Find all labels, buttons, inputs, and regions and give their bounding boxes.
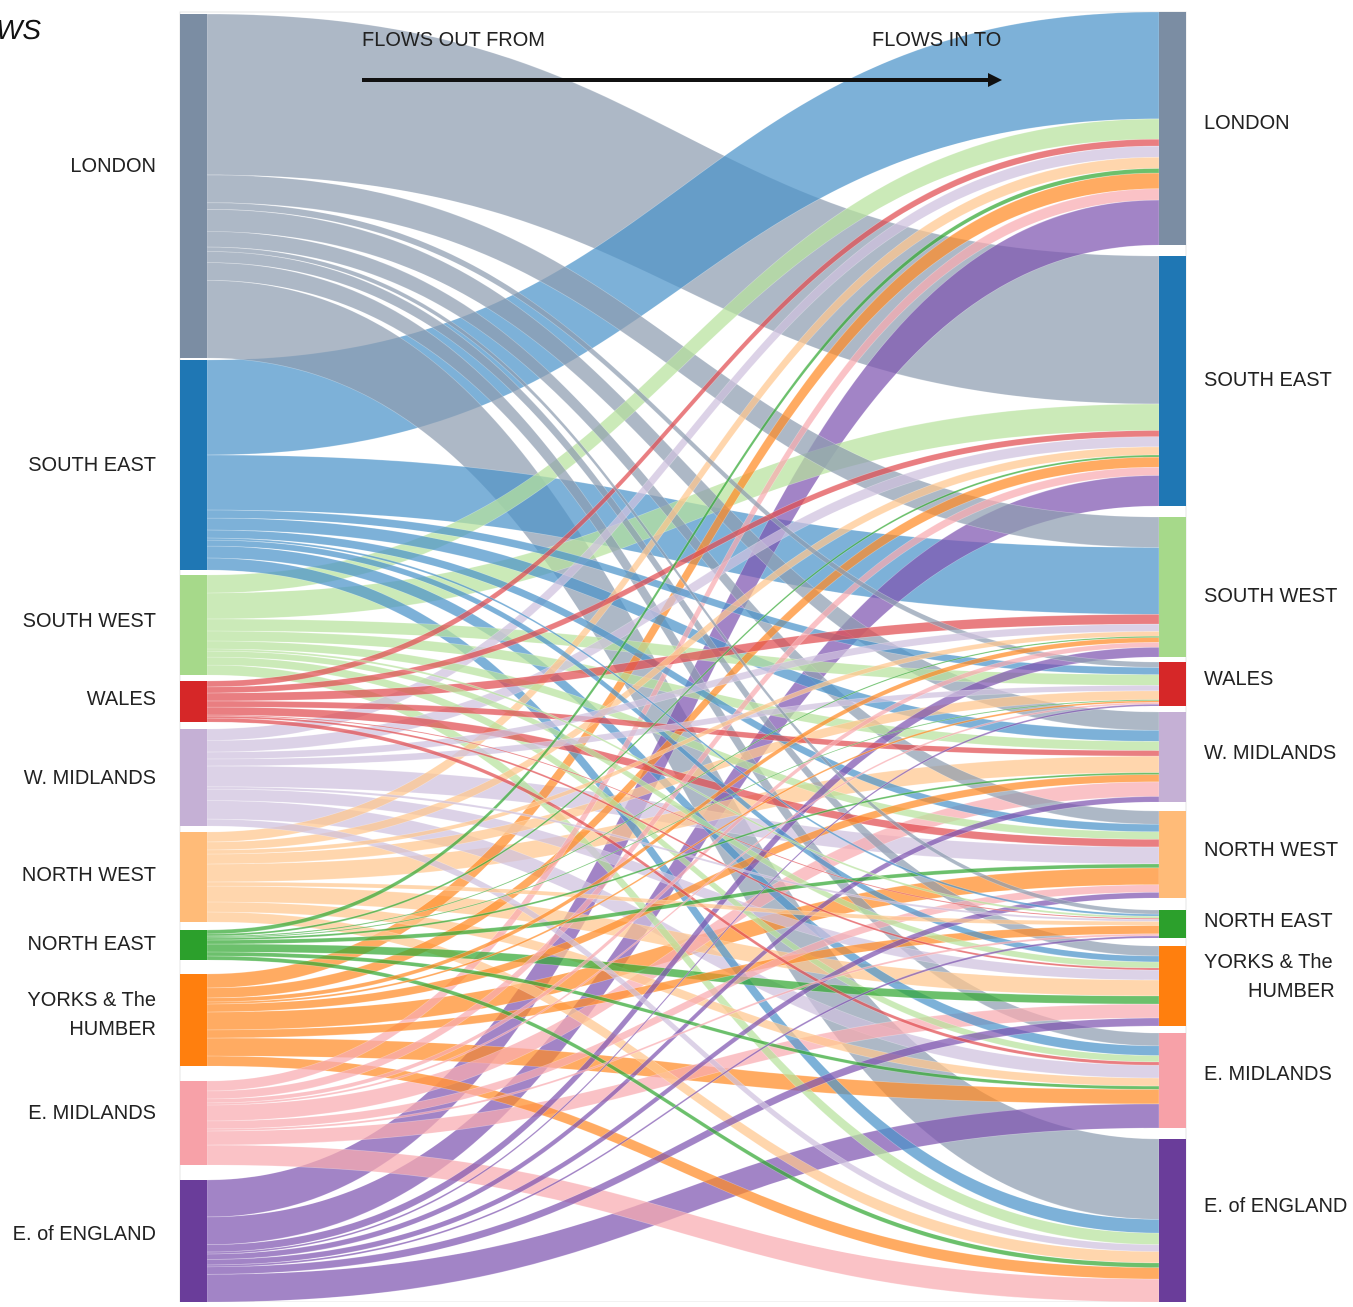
right-label-south-east: SOUTH EAST bbox=[1204, 369, 1332, 391]
left-label-north-east: NORTH EAST bbox=[27, 933, 156, 955]
flow-bands bbox=[206, 11, 1160, 1303]
left-node-south-west bbox=[180, 575, 207, 675]
right-label-yorks-line2: HUMBER bbox=[1248, 980, 1335, 1002]
left-label-north-west: NORTH WEST bbox=[21, 864, 156, 886]
right-node-north-east bbox=[1159, 910, 1186, 938]
title-fragment: WS bbox=[0, 14, 42, 45]
right-node-south-east bbox=[1159, 256, 1186, 506]
right-label-wales: WALES bbox=[1204, 668, 1274, 690]
left-label-wales: WALES bbox=[86, 688, 156, 710]
right-node-e-midlands bbox=[1159, 1033, 1186, 1128]
left-label-yorks-line2: HUMBER bbox=[69, 1018, 156, 1040]
left-node-e-of-england bbox=[180, 1180, 207, 1302]
right-label-south-west: SOUTH WEST bbox=[1204, 585, 1338, 607]
left-label-yorks-line1: YORKS & The bbox=[27, 989, 156, 1011]
left-node-yorks-the-humber bbox=[180, 974, 207, 1066]
left-node-south-east bbox=[180, 360, 207, 570]
left-label-south-east: SOUTH EAST bbox=[28, 454, 156, 476]
left-label-london: LONDON bbox=[70, 155, 156, 177]
left-label-w-midlands: W. MIDLANDS bbox=[23, 767, 156, 789]
right-label-north-east: NORTH EAST bbox=[1204, 910, 1333, 932]
right-label-e-midlands: E. MIDLANDS bbox=[1204, 1063, 1332, 1085]
right-node-yorks-the-humber bbox=[1159, 946, 1186, 1026]
right-label-north-west: NORTH WEST bbox=[1204, 839, 1339, 861]
right-node-w-midlands bbox=[1159, 712, 1186, 802]
flows-in-label: FLOWS IN TO bbox=[872, 29, 1002, 51]
right-node-london bbox=[1159, 12, 1186, 245]
left-label-e-of-england: E. of ENGLAND bbox=[12, 1223, 156, 1245]
node-bars bbox=[180, 12, 1186, 1302]
right-label-e-of-england: E. of ENGLAND bbox=[1204, 1195, 1348, 1217]
left-label-south-west: SOUTH WEST bbox=[22, 610, 156, 632]
left-node-north-west bbox=[180, 832, 207, 922]
flows-out-label: FLOWS OUT FROM bbox=[362, 29, 545, 51]
right-label-yorks-line1: YORKS & The bbox=[1204, 951, 1333, 973]
right-label-w-midlands: W. MIDLANDS bbox=[1204, 742, 1337, 764]
right-label-london: LONDON bbox=[1204, 112, 1290, 134]
left-node-north-east bbox=[180, 930, 207, 960]
direction-arrow bbox=[362, 73, 1002, 87]
right-node-south-west bbox=[1159, 517, 1186, 657]
right-node-wales bbox=[1159, 662, 1186, 706]
left-node-wales bbox=[180, 681, 207, 722]
arrow-head bbox=[988, 73, 1002, 87]
left-label-e-midlands: E. MIDLANDS bbox=[28, 1102, 156, 1124]
left-node-e-midlands bbox=[180, 1081, 207, 1165]
right-node-e-of-england bbox=[1159, 1139, 1186, 1302]
left-node-w-midlands bbox=[180, 729, 207, 826]
right-node-north-west bbox=[1159, 811, 1186, 898]
left-node-london bbox=[180, 14, 207, 358]
